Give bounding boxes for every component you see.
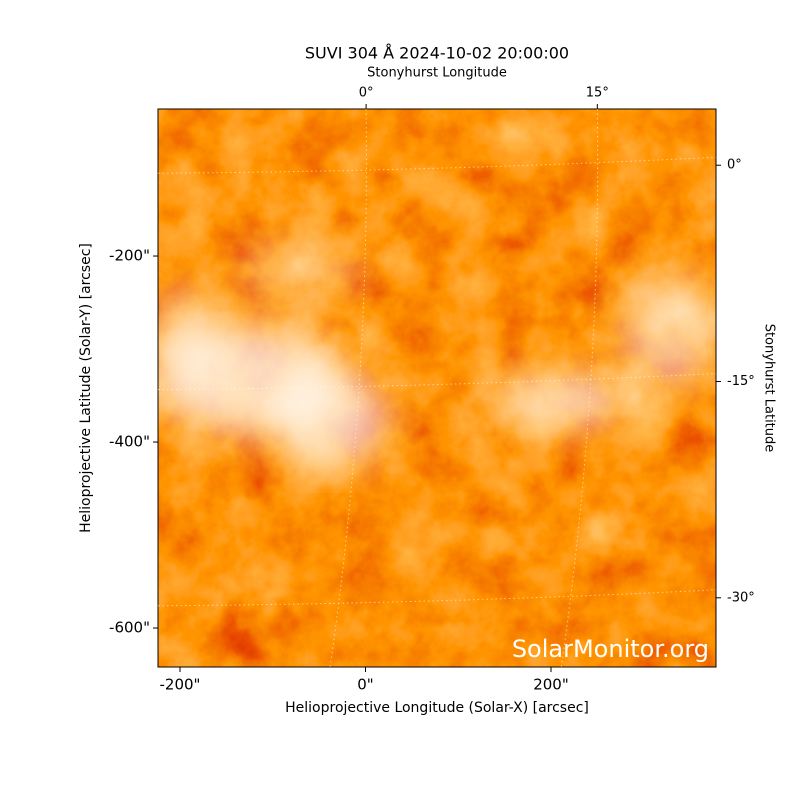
grid-line [157, 156, 717, 174]
y-tick-label: -400" [109, 433, 150, 451]
y-tick-label: -600" [109, 619, 150, 637]
y-axis-label: Helioprojective Latitude (Solar-Y) [arcs… [78, 243, 94, 533]
grid-line [157, 589, 717, 607]
x-tick-label: 200" [533, 676, 569, 694]
y-tick-label: -200" [109, 247, 150, 265]
grid-line [560, 108, 599, 668]
grid-line [329, 108, 367, 668]
x-tick-label: -200" [160, 676, 201, 694]
x2-tick-label: 0° [359, 86, 374, 101]
x2-axis-label: Stonyhurst Longitude [367, 66, 507, 81]
x2-tick-label: 15° [586, 86, 609, 101]
y2-axis-label: Stonyhurst Latitude [762, 324, 777, 453]
plot-frame [157, 108, 717, 668]
chart-title: SUVI 304 Å 2024-10-02 20:00:00 [305, 44, 569, 63]
y2-tick-label: -15° [727, 374, 755, 389]
watermark: SolarMonitor.org [512, 635, 709, 663]
x-tick-label: 0" [357, 676, 373, 694]
grid-line [157, 373, 717, 391]
solar-image [158, 109, 716, 667]
x-axis-label: Helioprojective Longitude (Solar-X) [arc… [285, 700, 589, 716]
y2-tick-label: -30° [727, 590, 755, 605]
y2-tick-label: 0° [727, 158, 742, 173]
